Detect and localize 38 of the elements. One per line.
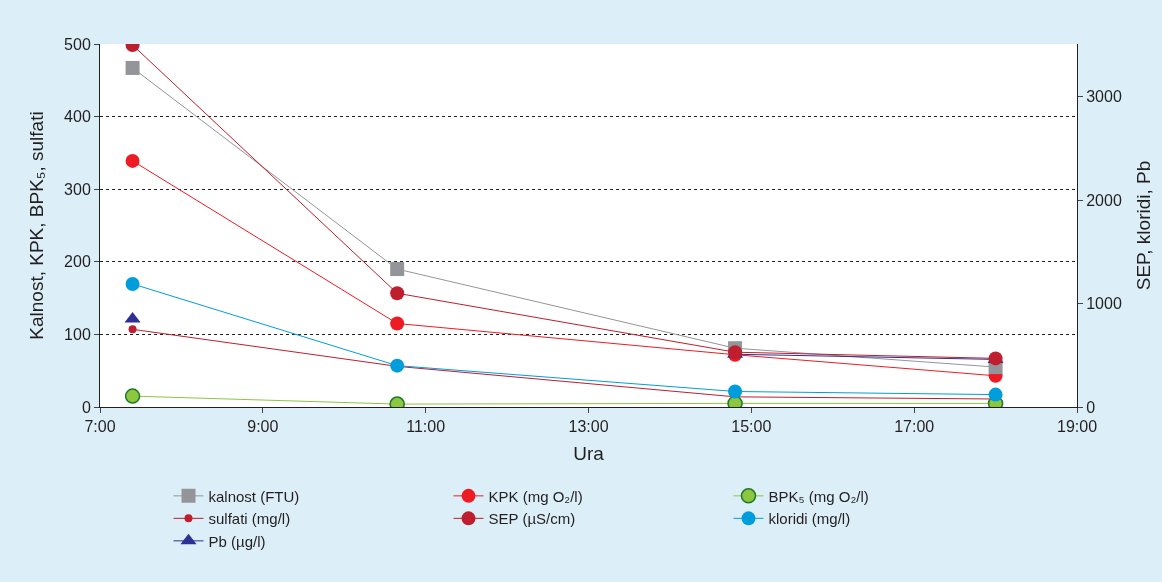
y-tick-label: 100 — [64, 326, 91, 343]
point — [124, 388, 141, 404]
point — [390, 286, 405, 301]
legend-label: KPK (mg O₂/l) — [488, 487, 583, 505]
y2-tick-label: 0 — [1086, 398, 1096, 416]
legend-label: Pb (µg/l) — [208, 532, 266, 550]
x-tick-label: 17:00 — [894, 418, 935, 436]
y-tick-label: 200 — [64, 253, 91, 271]
y2-axis-title: SEP, kloridi, Pb — [1132, 160, 1154, 291]
y2-tick-label: 3000 — [1086, 88, 1122, 106]
point — [125, 276, 140, 291]
point — [390, 358, 405, 373]
legend-label: BPK₅ (mg O₂/l) — [768, 487, 869, 505]
y-tick-label: 400 — [64, 108, 91, 126]
x-tick-label: 7:00 — [84, 418, 116, 436]
legend-label: SEP (µS/cm) — [488, 510, 576, 528]
y-tick-label: 300 — [64, 180, 91, 198]
y-tick-label: 500 — [64, 35, 91, 53]
point — [128, 325, 137, 334]
point — [125, 153, 140, 168]
point — [390, 262, 405, 277]
x-tick-label: 15:00 — [731, 418, 772, 436]
x-axis-title: Ura — [573, 443, 605, 464]
y-axis-title: Kalnost, KPK, BPK₅, sulfati — [25, 111, 47, 340]
y-tick-label: 0 — [81, 398, 91, 416]
point — [390, 316, 405, 331]
legend-label: kalnost (FTU) — [208, 487, 300, 505]
y2-tick-label: 2000 — [1086, 191, 1122, 209]
x-tick-label: 11:00 — [406, 418, 446, 436]
point — [988, 387, 1003, 402]
x-tick-label: 19:00 — [1056, 418, 1098, 436]
point — [125, 60, 140, 75]
legend-label: sulfati (mg/l) — [208, 510, 291, 528]
x-tick-label: 13:00 — [568, 418, 609, 436]
y2-tick-label: 1000 — [1086, 295, 1122, 313]
point — [728, 384, 743, 399]
x-tick-label: 9:00 — [247, 418, 279, 436]
legend-label: kloridi (mg/l) — [768, 510, 851, 528]
